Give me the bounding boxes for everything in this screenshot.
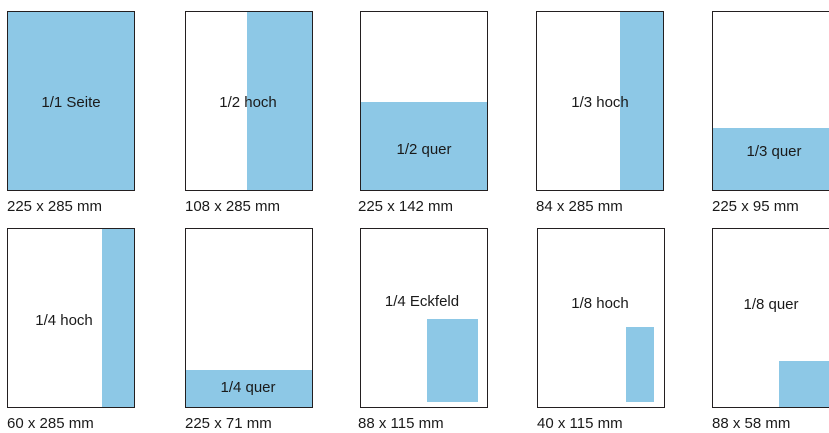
format-1-4-quer bbox=[185, 228, 313, 408]
format-label: 1/3 hoch bbox=[571, 94, 629, 111]
format-1-1-seite bbox=[7, 11, 135, 191]
format-size: 225 x 95 mm bbox=[712, 198, 799, 215]
format-size: 88 x 115 mm bbox=[358, 415, 444, 432]
format-label: 1/8 hoch bbox=[571, 295, 629, 312]
format-1-4-hoch bbox=[7, 228, 135, 408]
format-1-8-hoch bbox=[537, 228, 665, 408]
ad-area bbox=[8, 12, 134, 190]
format-size: 40 x 115 mm bbox=[537, 415, 623, 432]
format-1-4-eckfeld bbox=[360, 228, 488, 408]
ad-area bbox=[779, 361, 829, 407]
ad-area bbox=[427, 319, 478, 402]
format-size: 225 x 142 mm bbox=[358, 198, 454, 215]
format-1-2-quer bbox=[360, 11, 488, 191]
ad-area bbox=[361, 102, 487, 190]
format-size: 225 x 285 mm bbox=[7, 198, 103, 215]
format-1-3-hoch bbox=[536, 11, 664, 191]
format-label: 1/4 Eckfeld bbox=[384, 293, 460, 310]
format-label: 1/2 hoch bbox=[219, 94, 277, 111]
ad-area bbox=[102, 229, 134, 407]
format-size: 108 x 285 mm bbox=[185, 198, 281, 215]
ad-area bbox=[186, 370, 312, 407]
format-1-2-hoch bbox=[185, 11, 313, 191]
format-1-3-quer bbox=[712, 11, 829, 191]
ad-area bbox=[620, 12, 663, 190]
format-label: 1/3 quer bbox=[746, 143, 802, 160]
format-label: 1/4 hoch bbox=[35, 312, 93, 329]
format-size: 225 x 71 mm bbox=[185, 415, 272, 432]
ad-area bbox=[247, 12, 312, 190]
ad-area bbox=[626, 327, 654, 402]
format-label: 1/2 quer bbox=[396, 141, 452, 158]
format-label: 1/4 quer bbox=[220, 379, 276, 396]
format-label: 1/1 Seite bbox=[41, 94, 101, 111]
format-1-8-quer bbox=[712, 228, 829, 408]
format-size: 60 x 285 mm bbox=[7, 415, 94, 432]
format-size: 88 x 58 mm bbox=[712, 415, 791, 432]
format-label: 1/8 quer bbox=[743, 296, 799, 313]
ad-area bbox=[713, 128, 829, 190]
format-size: 84 x 285 mm bbox=[536, 198, 623, 215]
